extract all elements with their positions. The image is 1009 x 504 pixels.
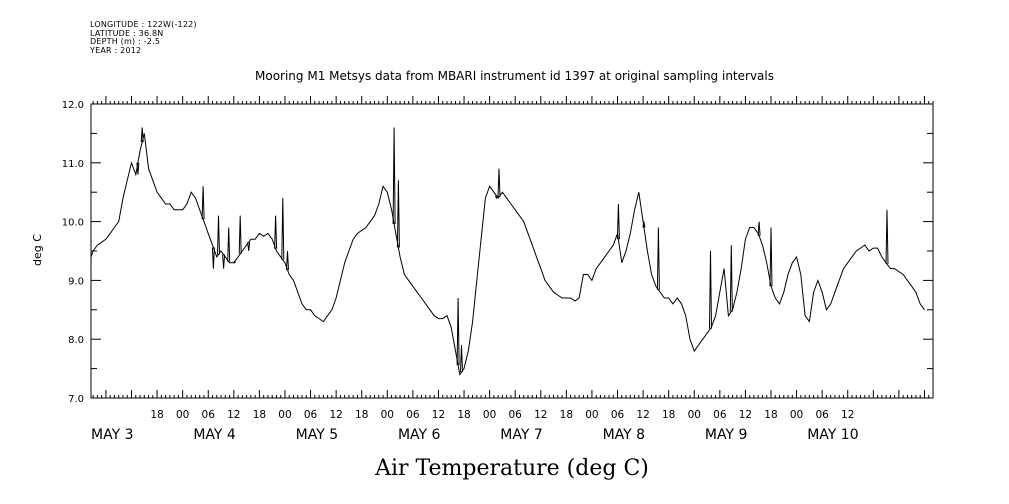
y-axis-label: deg C	[31, 234, 44, 266]
series-spike	[769, 227, 773, 287]
x-tick-label: 06	[202, 409, 216, 421]
series-spike	[274, 215, 278, 249]
series-spike	[616, 203, 620, 240]
x-day-label: MAY 8	[603, 427, 645, 443]
x-tick-label: 00	[278, 409, 291, 421]
x-tick-label: 12	[739, 409, 752, 421]
x-tick-label: 06	[509, 409, 523, 421]
x-tick-label: 06	[304, 409, 318, 421]
longitude-label: LONGITUDE : 122W(-122)	[90, 20, 197, 29]
chart-title: Mooring M1 Metsys data from MBARI instru…	[255, 69, 774, 83]
x-day-label: MAY 5	[296, 427, 338, 443]
x-tick-label: 18	[662, 409, 675, 421]
series-spike	[222, 254, 226, 269]
y-tick-label: 12.0	[62, 100, 84, 111]
x-day-label: MAY 7	[500, 427, 542, 443]
x-tick-label: 00	[176, 409, 189, 421]
series-spike	[247, 242, 251, 252]
series-spike	[460, 345, 463, 373]
x-tick-label: 18	[457, 409, 470, 421]
y-tick-label: 8.0	[68, 335, 84, 346]
series-spike	[729, 245, 733, 312]
series-line	[90, 133, 925, 376]
series-spike	[642, 221, 646, 228]
x-axis-label: Air Temperature (deg C)	[374, 456, 649, 481]
x-day-label: MAY 4	[193, 427, 236, 443]
x-day-label: MAY 10	[807, 427, 858, 443]
y-tick-label: 10.0	[62, 218, 84, 229]
depth-label: DEPTH (m) : -2.5	[90, 37, 161, 47]
x-tick-label: 18	[253, 409, 266, 421]
x-tick-label: 12	[432, 409, 445, 421]
x-tick-label: 06	[815, 409, 829, 421]
x-day-label: MAY 3	[91, 427, 133, 443]
series-spike	[494, 195, 498, 200]
series-spike	[227, 227, 231, 262]
x-tick-label: 12	[227, 409, 240, 421]
series-spike	[238, 215, 242, 254]
series-spike	[885, 209, 889, 264]
series-spike	[456, 297, 460, 366]
metadata-block: LONGITUDE : 122W(-122) LATITUDE : 36.8N …	[90, 20, 197, 55]
latitude-label: LATITUDE : 36.8N	[90, 28, 164, 38]
x-day-label: MAY 6	[398, 427, 441, 443]
series-spike	[709, 250, 712, 329]
series-spike	[396, 180, 400, 248]
x-tick-label: 18	[560, 409, 573, 421]
year-label: YEAR : 2012	[90, 45, 142, 55]
series-spike	[392, 127, 396, 225]
x-tick-label: 06	[713, 409, 727, 421]
series-spike	[211, 247, 215, 269]
series-spike	[140, 127, 144, 143]
x-tick-label: 00	[381, 409, 394, 421]
x-tick-label: 18	[355, 409, 368, 421]
x-tick-label: 18	[150, 409, 163, 421]
series-spike	[656, 227, 660, 290]
x-tick-label: 12	[841, 409, 854, 421]
series-spike	[497, 168, 501, 197]
series-spike	[136, 162, 140, 175]
x-tick-label: 00	[790, 409, 803, 421]
x-tick-label: 12	[636, 409, 649, 421]
x-tick-label: 00	[585, 409, 598, 421]
x-tick-label: 06	[611, 409, 625, 421]
series-spike	[217, 215, 220, 255]
x-tick-label: 18	[764, 409, 777, 421]
x-tick-label: 12	[329, 409, 342, 421]
series-spike	[757, 221, 761, 236]
x-tick-label: 00	[483, 409, 496, 421]
ticks: 7.0 8.0 9.0 10.0 11.0 12.0 18 00 06 12 18 00 06 12 18 0…	[62, 96, 934, 443]
y-tick-label: 9.0	[68, 276, 84, 287]
x-tick-label: 12	[534, 409, 547, 421]
series-group	[90, 127, 925, 376]
y-tick-label: 7.0	[68, 394, 84, 405]
x-tick-label: 06	[406, 409, 420, 421]
y-tick-label: 11.0	[62, 159, 84, 170]
series-spike	[201, 186, 205, 220]
series-spike	[286, 250, 289, 270]
x-tick-label: 00	[688, 409, 701, 421]
series-spike	[233, 261, 237, 264]
series-spike	[281, 198, 285, 260]
x-day-label: MAY 9	[705, 427, 747, 443]
